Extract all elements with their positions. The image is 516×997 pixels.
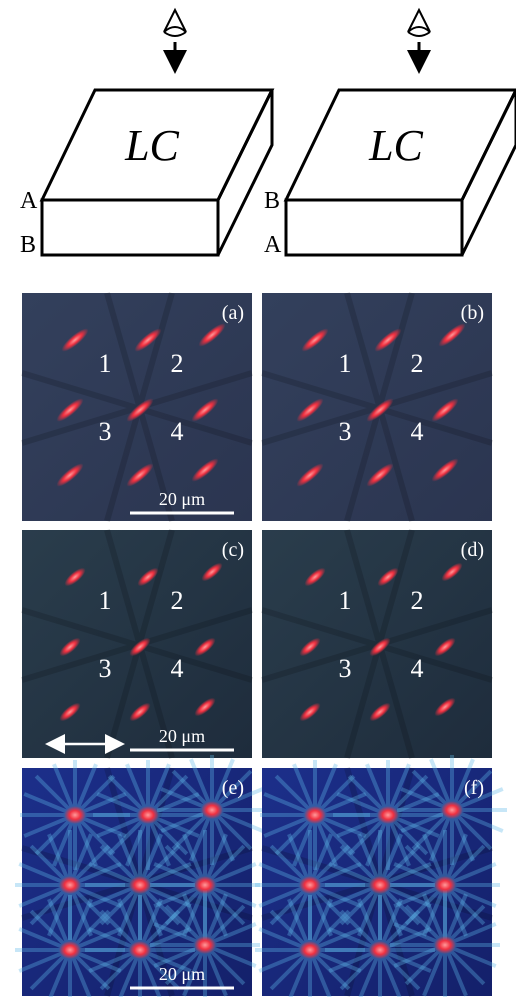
micrograph-panel: (c) 1 2 3 4 20 μm — [22, 530, 252, 758]
defect-spot — [129, 876, 151, 894]
domain-number: 3 — [99, 654, 112, 683]
micrographs: (a) 1 2 3 4 20 μm (b) 1 2 3 4 (c) 1 2 3 4 20 μm (d) 1 2 3 4 (e… — [15, 293, 507, 997]
domain-number: 1 — [339, 349, 352, 378]
defect-spot — [194, 936, 216, 954]
eye-icon — [408, 10, 430, 36]
domain-number: 4 — [411, 654, 424, 683]
panel-label: (d) — [461, 539, 484, 561]
domain-number: 2 — [171, 586, 184, 615]
defect-spot — [434, 936, 456, 954]
micrograph-panel: (f) — [255, 755, 507, 997]
lc-cell: LC BA — [264, 10, 516, 258]
edge-label: B — [20, 232, 36, 258]
defect-spot — [64, 806, 86, 824]
cell-side — [218, 90, 272, 255]
cell-front — [286, 200, 462, 255]
panel-label: (c) — [222, 539, 244, 561]
micrograph-panel: (d) 1 2 3 4 — [262, 530, 492, 758]
defect-spot — [59, 941, 81, 959]
panel-label: (f) — [464, 777, 484, 799]
edge-label: A — [20, 188, 38, 214]
panel-label: (a) — [222, 302, 244, 324]
domain-number: 1 — [99, 586, 112, 615]
domain-number: 2 — [171, 349, 184, 378]
domain-number: 3 — [339, 654, 352, 683]
defect-spot — [299, 941, 321, 959]
edge-label: A — [264, 232, 282, 258]
defect-spot — [369, 941, 391, 959]
micrograph-panel: (a) 1 2 3 4 20 μm — [22, 293, 252, 521]
defect-spot — [369, 876, 391, 894]
panel-label: (b) — [461, 302, 484, 324]
cell-label: LC — [368, 121, 423, 170]
micrograph-panel: (e) 20 μm — [15, 755, 267, 997]
defect-spot — [201, 801, 223, 819]
scale-bar-label: 20 μm — [159, 964, 205, 984]
defect-spot — [441, 801, 463, 819]
domain-number: 2 — [411, 349, 424, 378]
domain-number: 3 — [339, 417, 352, 446]
domain-number: 2 — [411, 586, 424, 615]
scale-bar-label: 20 μm — [159, 726, 205, 746]
figure: LCABLCBA (a)123420 μm(b)1234(c)123420 μm… — [0, 0, 516, 997]
edge-label: B — [264, 188, 280, 214]
domain-number: 4 — [171, 654, 184, 683]
page: {"diagrams":[{"label":"LC","top_edge":"A… — [0, 0, 516, 997]
domain-number: 4 — [171, 417, 184, 446]
defect-spot — [129, 941, 151, 959]
micrograph-panel: (b) 1 2 3 4 — [262, 293, 492, 521]
domain-number: 4 — [411, 417, 424, 446]
cell-side — [462, 90, 516, 255]
defect-spot — [137, 806, 159, 824]
cell-front — [42, 200, 218, 255]
eye-icon — [164, 10, 186, 36]
defect-spot — [377, 806, 399, 824]
scale-bar-label: 20 μm — [159, 489, 205, 509]
domain-number: 3 — [99, 417, 112, 446]
lc-cell: LC AB — [20, 10, 272, 258]
domain-number: 1 — [99, 349, 112, 378]
cell-label: LC — [124, 121, 179, 170]
defect-spot — [194, 876, 216, 894]
defect-spot — [299, 876, 321, 894]
defect-spot — [304, 806, 326, 824]
panel-label: (e) — [222, 777, 244, 799]
domain-number: 1 — [339, 586, 352, 615]
defect-spot — [434, 876, 456, 894]
defect-spot — [59, 876, 81, 894]
